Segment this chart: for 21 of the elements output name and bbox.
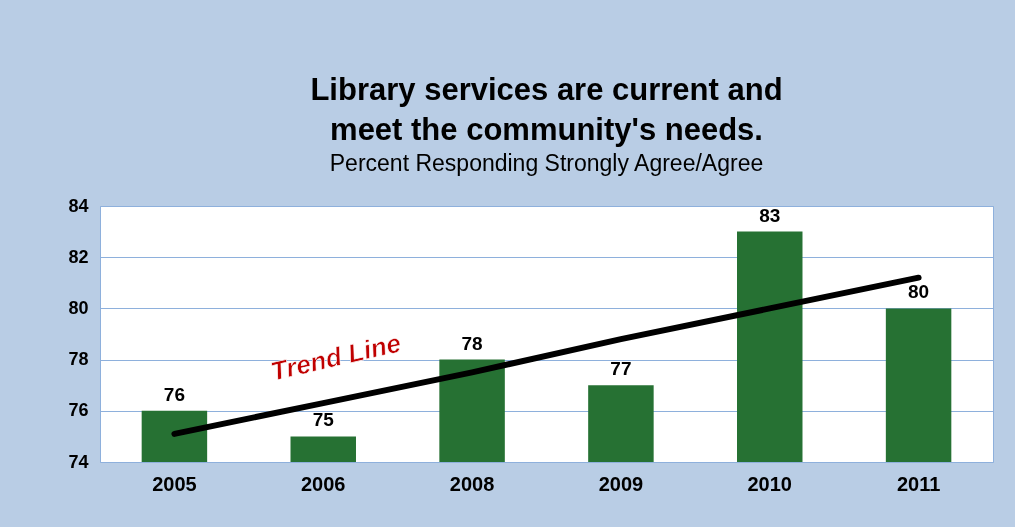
y-tick-label: 76 [68, 400, 89, 421]
data-label: 75 [312, 409, 335, 431]
y-tick-label: 78 [68, 349, 89, 370]
x-tick-label: 2005 [152, 472, 197, 495]
chart-title: Library services are current and meet the community's needs. [310, 72, 783, 147]
data-label: 76 [163, 383, 185, 405]
chart-subtitle: Percent Responding Strongly Agree/Agree [329, 150, 764, 176]
x-tick-label: 2010 [747, 472, 792, 495]
x-tick-label: 2006 [301, 472, 346, 495]
data-label: 80 [908, 281, 930, 303]
data-label: 83 [759, 204, 781, 226]
x-tick-label: 2008 [449, 472, 495, 495]
data-label: 78 [461, 332, 483, 354]
y-tick-label: 80 [68, 297, 89, 318]
x-tick-label: 2009 [598, 472, 644, 495]
data-label: 77 [610, 358, 632, 380]
annotation: Trend Line [267, 327, 404, 387]
y-tick-label: 84 [68, 195, 89, 216]
x-tick-label: 2011 [896, 472, 941, 495]
y-tick-label: 82 [68, 246, 89, 267]
y-tick-label: 74 [68, 451, 89, 472]
